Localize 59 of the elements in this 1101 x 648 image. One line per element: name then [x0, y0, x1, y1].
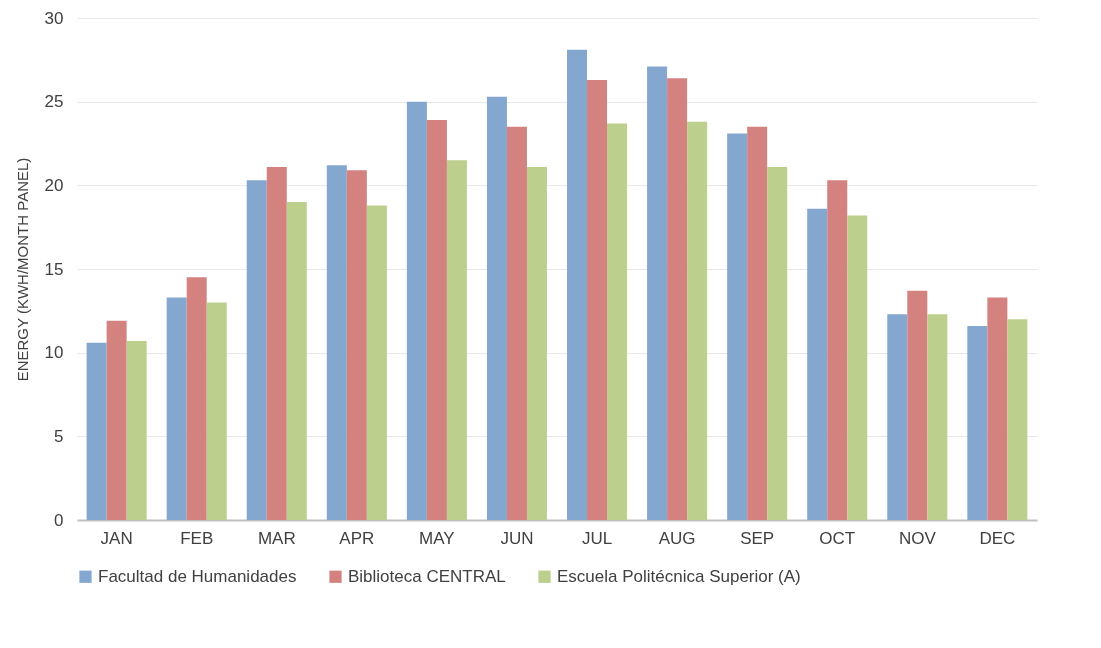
y-tick-label: 5: [54, 426, 64, 446]
bar: [827, 180, 848, 520]
x-tick-label: DEC: [979, 528, 1016, 548]
y-tick-label: 15: [44, 259, 64, 279]
x-tick-label: JUN: [500, 528, 534, 548]
bar: [286, 202, 307, 520]
bar: [987, 297, 1008, 520]
bar: [587, 79, 608, 520]
y-tick-label: 10: [44, 343, 64, 363]
bar: [426, 120, 447, 520]
bar: [446, 160, 467, 520]
x-tick-label: SEP: [740, 528, 775, 548]
bar: [807, 208, 828, 520]
x-tick-label: JUL: [581, 528, 613, 548]
bar: [967, 325, 988, 520]
bar: [166, 297, 187, 520]
x-tick-label: AUG: [658, 528, 696, 548]
y-tick-label: 0: [54, 510, 64, 530]
bar: [126, 340, 147, 520]
bar: [747, 126, 768, 520]
bar: [567, 49, 588, 520]
bar: [727, 133, 748, 520]
x-tick-label: NOV: [898, 528, 937, 548]
y-tick-label: 20: [44, 175, 64, 195]
bar: [887, 314, 908, 520]
bar: [927, 314, 948, 520]
legend-label: Escuela Politécnica Superior (A): [557, 566, 801, 586]
bar: [326, 165, 347, 520]
legend-label: Biblioteca CENTRAL: [348, 566, 506, 586]
bar: [647, 66, 668, 520]
y-tick-label: 30: [44, 8, 64, 28]
bar: [266, 166, 287, 520]
bar: [366, 205, 387, 520]
x-tick-label: JAN: [100, 528, 133, 548]
bar: [847, 215, 868, 520]
legend-label: Facultad de Humanidades: [98, 566, 297, 586]
x-tick-label: APR: [339, 528, 375, 548]
bar: [206, 302, 227, 520]
bar: [186, 277, 207, 520]
bar: [1007, 319, 1028, 520]
y-axis-title: ENERGY (KWH/MONTH PANEL): [13, 157, 31, 382]
bar: [687, 121, 708, 520]
x-tick-label: MAR: [257, 528, 296, 548]
bar: [86, 342, 107, 520]
bar: [526, 166, 547, 520]
bar: [346, 170, 367, 520]
bar: [607, 123, 628, 520]
bar: [506, 126, 527, 520]
y-tick-label: 25: [44, 92, 64, 112]
bar: [246, 180, 267, 520]
x-tick-label: MAY: [419, 528, 455, 548]
bar: [486, 96, 507, 520]
bar: [406, 101, 427, 520]
bar: [667, 78, 688, 520]
bar: [106, 320, 127, 520]
bar: [767, 166, 788, 520]
x-tick-label: OCT: [819, 528, 856, 548]
bar: [907, 290, 928, 520]
x-tick-label: FEB: [180, 528, 214, 548]
